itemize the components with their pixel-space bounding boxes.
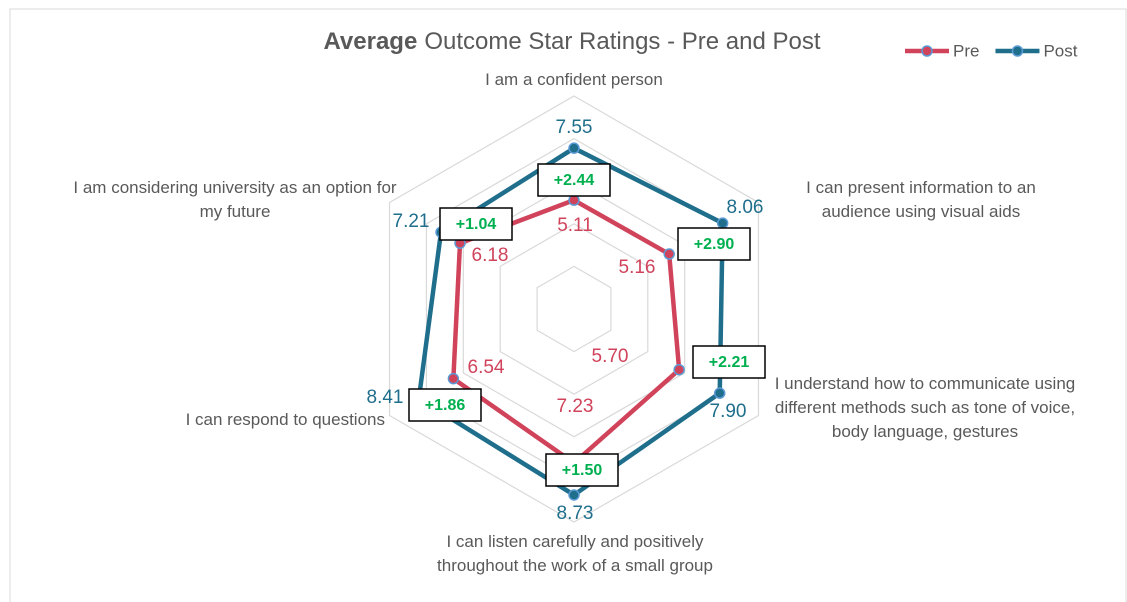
data-label: 5.16 — [619, 257, 656, 278]
data-label: 7.23 — [557, 396, 594, 417]
annotation-box — [677, 227, 751, 261]
data-label: 7.55 — [556, 117, 593, 138]
data-label: 5.70 — [592, 346, 629, 367]
marker — [716, 217, 729, 229]
frame — [9, 8, 1127, 602]
data-label: 7.90 — [710, 401, 747, 422]
data-label: 8.06 — [727, 197, 764, 218]
data-label: 5.11 — [557, 215, 593, 236]
data-label: 6.54 — [468, 357, 505, 378]
marker — [663, 248, 675, 260]
annotation-box — [537, 163, 611, 197]
data-label: 8.73 — [557, 503, 594, 524]
annotation: +2.21 — [709, 354, 750, 371]
legend-label: Post — [1043, 41, 1077, 60]
title-bold: Average — [323, 28, 417, 55]
marker — [713, 387, 726, 399]
marker — [568, 489, 580, 501]
grid-ring — [499, 223, 649, 395]
annotation: +2.44 — [554, 172, 595, 189]
marker — [568, 142, 580, 154]
category-label: I am a confident person — [485, 70, 663, 89]
annotation-box — [692, 345, 766, 379]
category-label: I understand how to communicate using di… — [774, 374, 1076, 441]
data-label: 6.18 — [472, 245, 509, 266]
annotation-box — [545, 453, 619, 487]
title-rest: Outcome Star Ratings - Pre and Post — [424, 28, 821, 55]
legend-label: Pre — [953, 41, 979, 60]
category-label: I can listen carefully and positively th… — [437, 532, 713, 575]
category-label: I am considering university as an option… — [73, 178, 397, 221]
annotation: +1.86 — [425, 397, 466, 414]
marker — [673, 363, 685, 376]
annotation: +1.50 — [562, 462, 603, 479]
annotation-box — [408, 388, 482, 422]
data-label: 8.41 — [367, 387, 404, 408]
chart-title: Average Outcome Star Ratings - Pre and Po… — [323, 28, 820, 55]
annotation: +1.04 — [456, 216, 497, 233]
legend-marker — [1011, 45, 1024, 57]
annotation: +2.90 — [694, 236, 735, 253]
grid-ring — [536, 265, 612, 353]
category-label: I can respond to questions — [185, 410, 385, 429]
data-label: 7.21 — [393, 211, 430, 232]
annotation-box — [439, 207, 513, 241]
legend-marker — [921, 45, 933, 57]
category-label: I can present information to an audience… — [806, 178, 1036, 221]
grid-ring — [388, 95, 760, 523]
marker — [447, 372, 460, 385]
